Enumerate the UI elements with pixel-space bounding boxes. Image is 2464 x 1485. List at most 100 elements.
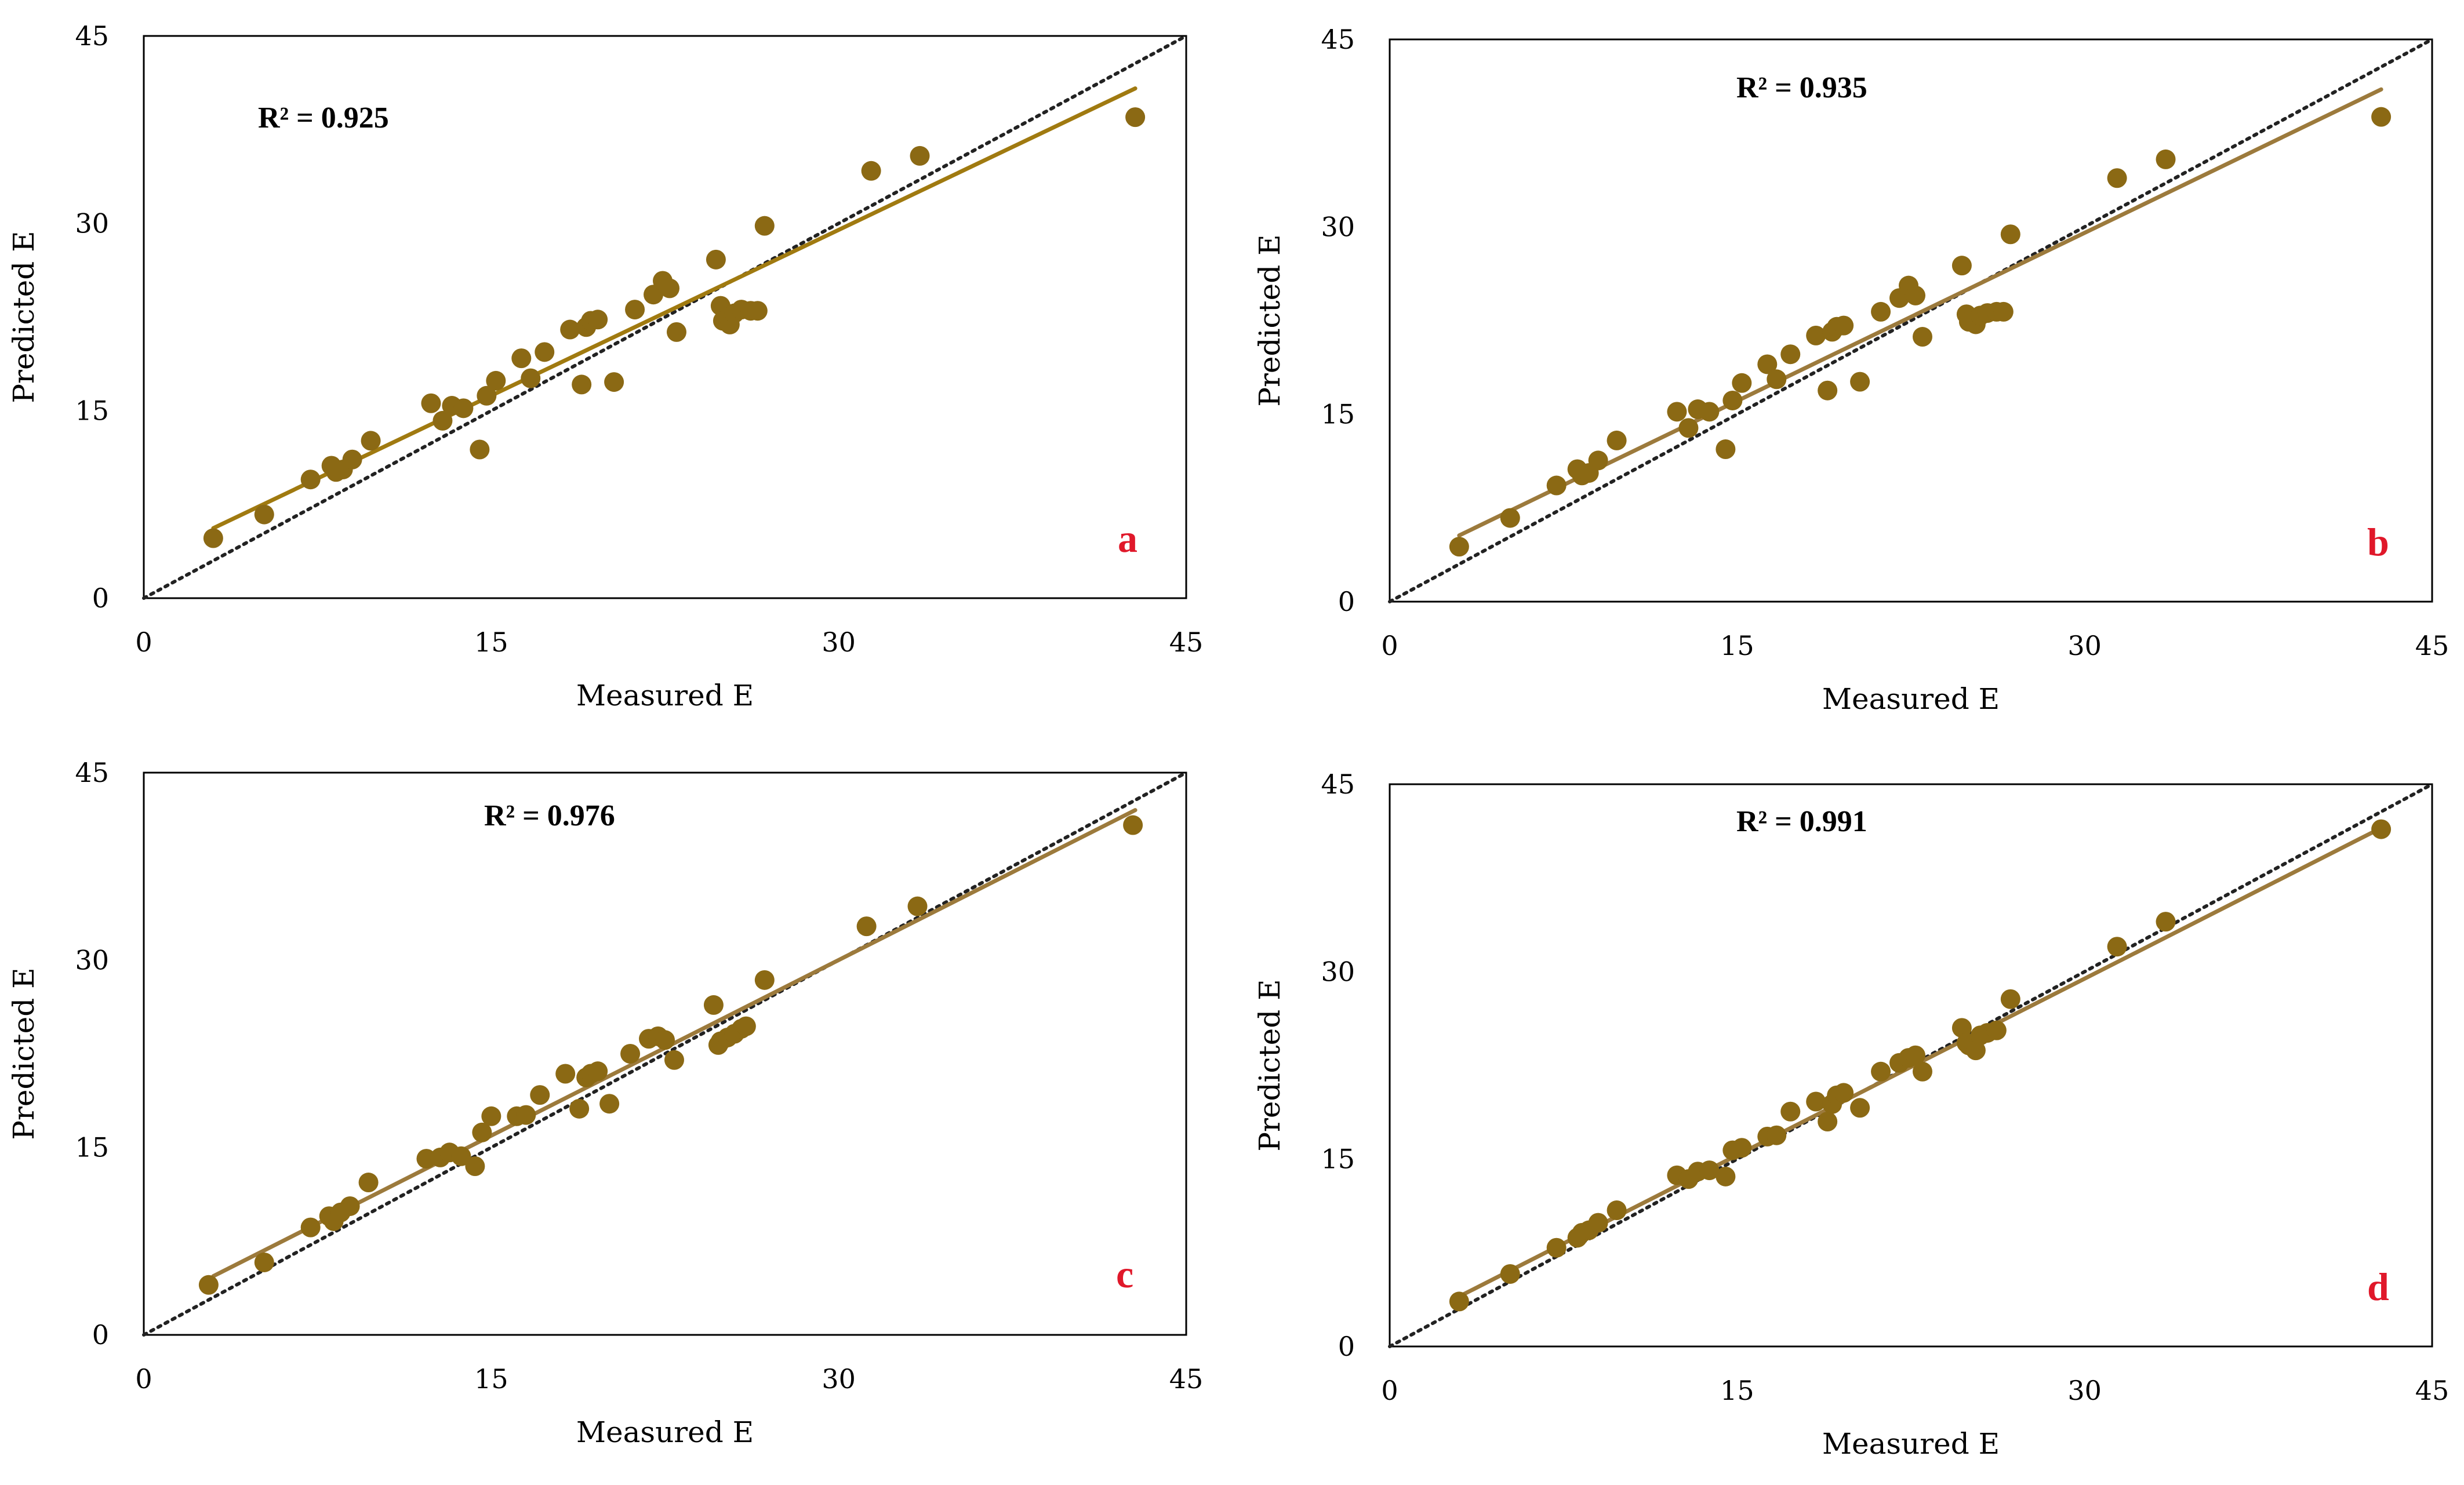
- y-tick-label: 15: [1321, 399, 1355, 430]
- panel-a: 0 0 15 15 30 30 45 45 Measured E Predicted E R² = …: [0, 0, 1232, 742]
- data-point: [254, 504, 274, 525]
- data-point: [625, 300, 645, 320]
- data-point: [465, 1156, 485, 1176]
- y-tick-label: 15: [1321, 1144, 1355, 1175]
- data-point: [555, 1064, 576, 1084]
- data-point: [453, 398, 474, 418]
- data-point: [470, 439, 490, 460]
- y-axis-title: Predicted E: [7, 967, 41, 1140]
- data-point: [1834, 315, 1854, 336]
- panel-letter: b: [2367, 520, 2389, 564]
- data-point: [1732, 1138, 1752, 1158]
- chart-svg: 00 15 15 30 30 45 45 Measured E Predicted E R² = …: [1253, 24, 2450, 716]
- data-point: [736, 1016, 756, 1036]
- data-point: [599, 1094, 620, 1114]
- data-point: [2000, 224, 2020, 245]
- data-point: [1546, 475, 1567, 496]
- chart-svg: 00 15 15 30 30 45 45 Measured E Predicted E R² = …: [7, 20, 1203, 712]
- data-point: [1500, 1264, 1520, 1284]
- data-point: [340, 1196, 360, 1216]
- y-tick-label: 45: [75, 20, 109, 52]
- data-point: [486, 370, 506, 391]
- data-point: [1125, 107, 1146, 128]
- r-squared-label: R² = 0.925: [258, 101, 389, 134]
- data-point: [1780, 1101, 1801, 1122]
- identity-line: [142, 34, 1188, 600]
- data-point: [481, 1106, 501, 1126]
- x-tick-label: 45: [2415, 630, 2450, 661]
- y-axis-title: Predicted E: [1253, 234, 1286, 406]
- data-point: [861, 161, 881, 181]
- data-point: [1678, 418, 1699, 438]
- data-point: [1871, 301, 1891, 322]
- x-tick-label: 0: [1381, 630, 1398, 661]
- data-point: [1818, 380, 1838, 401]
- data-point: [664, 1050, 684, 1070]
- data-point: [2107, 168, 2127, 188]
- data-point: [1834, 1083, 1854, 1103]
- data-point: [2000, 989, 2020, 1009]
- y-axis-title: Predicted E: [7, 231, 41, 403]
- data-point: [659, 278, 679, 299]
- y-tick-label: 0: [92, 1319, 109, 1351]
- x-tick-label: 30: [822, 627, 856, 658]
- data-point: [516, 1105, 536, 1125]
- data-point: [754, 970, 775, 990]
- x-tick-label: 15: [1720, 1375, 1754, 1406]
- fit-line: [211, 86, 1137, 530]
- x-tick-label: 15: [474, 1363, 508, 1395]
- x-tick-label: 30: [2067, 630, 2102, 661]
- identity-line: [1388, 38, 2434, 603]
- y-tick-label: 45: [75, 757, 109, 788]
- data-point: [1667, 402, 1687, 422]
- data-point: [361, 431, 381, 451]
- r-squared-label: R² = 0.935: [1736, 71, 1867, 104]
- panel-letter: d: [2367, 1265, 2389, 1309]
- data-point: [530, 1085, 550, 1105]
- data-point: [342, 449, 362, 469]
- data-point: [1912, 1061, 1932, 1082]
- panel-letter: c: [1116, 1252, 1133, 1296]
- x-axis-title: Measured E: [576, 679, 754, 712]
- data-point: [511, 348, 532, 369]
- y-tick-label: 30: [75, 944, 109, 976]
- data-point: [2107, 937, 2127, 957]
- data-point: [1905, 285, 1925, 305]
- data-point: [1607, 1200, 1627, 1221]
- x-tick-label: 0: [135, 1363, 152, 1395]
- data-point: [2371, 819, 2392, 839]
- y-tick-label: 30: [1321, 211, 1355, 242]
- r-squared-label: R² = 0.991: [1736, 805, 1867, 838]
- x-tick-label: 0: [135, 627, 152, 658]
- data-point: [588, 310, 608, 330]
- panel-d: 0 0 15 15 30 30 45 45 Measured E Predicted E R² = …: [1232, 742, 2464, 1485]
- data-point: [747, 301, 768, 321]
- data-point: [1588, 1213, 1608, 1233]
- data-point: [203, 528, 223, 548]
- data-point: [910, 145, 930, 166]
- data-point: [572, 374, 592, 395]
- data-point: [1905, 1045, 1925, 1065]
- data-point: [1722, 390, 1743, 410]
- data-point: [1123, 815, 1143, 835]
- data-point: [1912, 327, 1932, 347]
- data-point: [560, 319, 580, 340]
- data-point: [620, 1044, 641, 1064]
- r-squared-label: R² = 0.976: [484, 799, 615, 832]
- data-point: [1699, 1160, 1720, 1181]
- data-point: [1716, 439, 1736, 460]
- data-point: [358, 1173, 379, 1193]
- x-tick-label: 45: [2415, 1375, 2450, 1406]
- y-tick-label: 0: [1338, 586, 1355, 617]
- data-point: [1699, 402, 1720, 422]
- fit-line: [1457, 87, 2383, 538]
- y-tick-label: 15: [75, 395, 109, 427]
- x-tick-label: 15: [1720, 630, 1754, 661]
- data-point: [1449, 1291, 1469, 1312]
- data-point: [1818, 1112, 1838, 1131]
- y-tick-label: 30: [1321, 956, 1355, 987]
- data-point: [1757, 354, 1778, 374]
- data-point: [666, 322, 686, 342]
- data-point: [2371, 107, 2392, 127]
- data-point: [1986, 1020, 2007, 1040]
